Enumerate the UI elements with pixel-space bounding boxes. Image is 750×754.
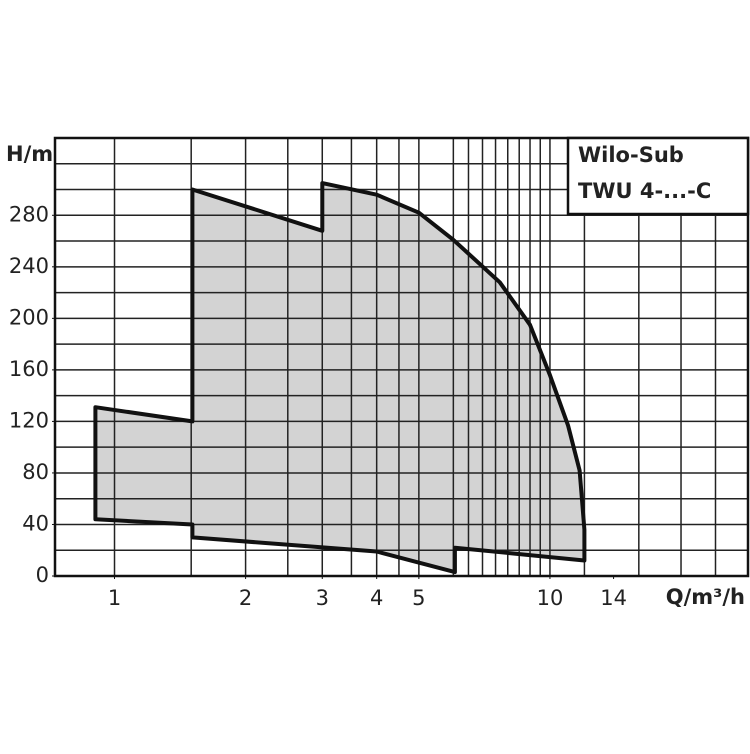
region-outline bbox=[93, 181, 587, 575]
y-tick-label: 40 bbox=[22, 511, 49, 535]
y-tick-label: 200 bbox=[9, 305, 49, 329]
x-tick-label: 1 bbox=[108, 586, 121, 610]
x-tick-label: 3 bbox=[316, 586, 329, 610]
x-tick-label: 4 bbox=[370, 586, 383, 610]
x-tick-label: 14 bbox=[600, 586, 627, 610]
title-line: TWU 4-...-C bbox=[578, 179, 711, 203]
x-tick-label: 2 bbox=[239, 586, 252, 610]
operating-region bbox=[95, 183, 585, 573]
y-tick-label: 0 bbox=[36, 563, 49, 587]
x-axis-label: Q/m³/h bbox=[666, 585, 745, 609]
plot-frame bbox=[53, 136, 750, 578]
y-tick-label: 280 bbox=[9, 202, 49, 226]
title-line: Wilo-Sub bbox=[578, 143, 684, 167]
y-tick-label: 80 bbox=[22, 460, 49, 484]
x-tick-label: 5 bbox=[412, 586, 425, 610]
title-box bbox=[566, 136, 750, 216]
y-tick-label: 160 bbox=[9, 357, 49, 381]
y-tick-label: 240 bbox=[9, 254, 49, 278]
y-tick-label: 120 bbox=[9, 408, 49, 432]
y-axis-label: H/m bbox=[6, 142, 53, 166]
x-tick-label: 10 bbox=[537, 586, 564, 610]
